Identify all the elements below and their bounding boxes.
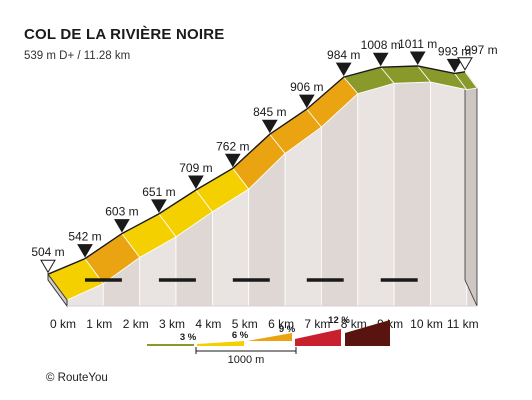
- elevation-label-7: 906 m: [290, 80, 323, 94]
- profile-top-layer: [47, 65, 478, 308]
- triangle-marker: [372, 52, 389, 67]
- legend-swatch-0: [147, 344, 194, 346]
- elevation-label-2: 603 m: [105, 205, 138, 219]
- elevation-label-1: 542 m: [68, 230, 101, 244]
- legend-swatch-1: [197, 341, 244, 346]
- triangle-marker: [261, 119, 278, 134]
- triangle-marker: [77, 244, 93, 258]
- elevation-label-8: 984 m: [327, 48, 360, 62]
- legend-swatch-3: [295, 329, 341, 346]
- legend-percent-label-2: 9 %: [279, 324, 296, 335]
- profile-wall-km-9: [393, 81, 431, 307]
- triangle-marker: [188, 175, 204, 189]
- triangle-marker: [409, 51, 426, 65]
- x-tick-label-5: 5 km: [232, 317, 258, 331]
- gradient-legend: 3 % 6 % 9 % 12 % 1000 m: [147, 315, 390, 366]
- copyright-notice: © RouteYou: [46, 372, 108, 384]
- legend-percent-label-3: 12 %: [328, 315, 350, 326]
- legend-percent-label-0: 3 %: [180, 332, 197, 343]
- distance-axis: 0 km 1 km 2 km 3 km 4 km 5 km 6 km 7 km 8 km 9 km…: [50, 278, 479, 331]
- x-tick-label-2: 2 km: [123, 317, 149, 331]
- legend-swatch-2: [247, 333, 292, 341]
- chart-title: COL DE LA RIVIÈRE NOIRE: [24, 26, 225, 43]
- x-tick-label-11: 11 km: [447, 317, 479, 331]
- chart-subtitle: 539 m D+ / 11.28 km: [24, 50, 131, 62]
- legend-percent-label-1: 6 %: [232, 330, 249, 341]
- x-tick-label-1: 1 km: [86, 317, 112, 331]
- triangle-marker: [114, 219, 130, 233]
- hollow-triangle-marker: [457, 57, 473, 71]
- elevation-label-10: 1011 m: [398, 37, 437, 51]
- x-tick-label-8: 8 km: [341, 317, 367, 331]
- x-tick-label-3: 3 km: [159, 317, 185, 331]
- hollow-triangle-marker: [40, 259, 56, 274]
- triangle-marker: [224, 153, 241, 168]
- triangle-marker: [151, 199, 167, 213]
- x-tick-label-0: 0 km: [50, 317, 76, 331]
- profile-wall-km-8: [357, 82, 395, 307]
- legend-scale-label: 1000 m: [228, 354, 265, 366]
- x-tick-label-4: 4 km: [195, 317, 221, 331]
- x-tick-label-10: 10 km: [410, 317, 443, 331]
- profile-wall-km-7: [320, 92, 359, 307]
- elevation-label-11: 993 m: [438, 44, 471, 58]
- x-tick-label-6: 6 km: [268, 317, 294, 331]
- elevation-label-12: 997 m: [464, 43, 497, 57]
- triangle-marker: [335, 62, 352, 77]
- legend-swatch-4: [345, 320, 390, 346]
- elevation-label-3: 651 m: [142, 185, 175, 199]
- profile-wall-km-10: [430, 81, 468, 307]
- profile-end-cap: [464, 70, 478, 307]
- triangle-marker: [298, 94, 315, 109]
- elevation-label-5: 762 m: [216, 139, 249, 153]
- profile-depth-layer: [66, 70, 478, 307]
- x-tick-label-7: 7 km: [304, 317, 330, 331]
- elevation-label-6: 845 m: [253, 105, 286, 119]
- elevation-label-4: 709 m: [179, 161, 212, 175]
- elevation-label-9: 1008 m: [361, 38, 401, 52]
- elevation-label-0: 504 m: [31, 245, 64, 259]
- profile-ridge-line: [47, 65, 466, 275]
- elevation-markers: 504 m 542 m 603 m 651 m 709 m 762 m 845 m 906 m…: [31, 37, 498, 274]
- triangle-marker: [446, 58, 463, 73]
